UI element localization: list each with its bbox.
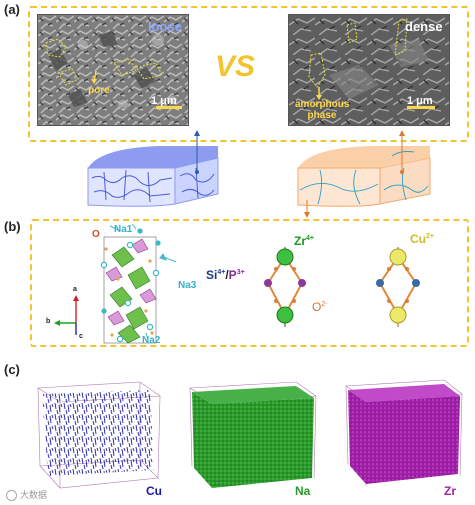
dense-block-schematic <box>297 130 431 218</box>
cu-label: Cu2+ <box>410 232 434 246</box>
watermark: 大数据 <box>6 488 48 502</box>
crystal-structure-figure <box>54 223 420 344</box>
zr-charge: 4+ <box>306 235 314 242</box>
panel-b-frame <box>30 219 469 347</box>
sem-title-dense: dense <box>405 19 443 34</box>
map-label-zr: Zr <box>444 484 456 498</box>
cu-charge: 2+ <box>426 233 434 240</box>
sem-image-loose: loose pore 1 μm <box>37 14 189 126</box>
loose-block-schematic <box>87 130 219 207</box>
map-label-na: Na <box>295 484 311 498</box>
p-symbol: P <box>228 268 237 282</box>
sem-image-dense: dense amorphous phase 1 μm <box>288 14 450 126</box>
panel-label-c: (c) <box>4 362 20 377</box>
cu-ring-right <box>376 247 420 327</box>
cu-symbol: Cu <box>410 232 426 246</box>
zr-ring-left <box>264 247 306 327</box>
amorphous-annotation: amorphous phase <box>295 99 349 121</box>
axis-c-label: c <box>79 333 83 340</box>
o-charge: 2- <box>321 301 328 308</box>
map-label-cu: Cu <box>146 484 162 498</box>
panel-label-a: (a) <box>4 2 20 17</box>
microstructure-schematics <box>87 130 431 218</box>
na3-label: Na3 <box>178 280 197 291</box>
scale-bar-label-left: 1 μm <box>151 95 177 107</box>
o-symbol: O <box>312 300 322 314</box>
si-symbol: Si <box>206 268 218 282</box>
slash-symbol: / <box>225 268 229 282</box>
watermark-text: 大数据 <box>20 490 48 500</box>
si-p-label: Si4+/P3+ <box>206 268 245 282</box>
amorphous-annotation-line1: amorphous <box>295 99 350 110</box>
zr-symbol: Zr <box>294 234 306 248</box>
na2-label: Na2 <box>142 335 161 346</box>
scale-bar-label-right: 1 μm <box>407 95 433 107</box>
amorphous-annotation-line2: phase <box>307 110 337 121</box>
elemental-maps <box>37 379 463 489</box>
na-map <box>189 381 317 488</box>
zr-map <box>345 379 463 486</box>
panel-a-frame <box>28 6 469 142</box>
o2-label: O2- <box>312 300 328 314</box>
axis-b-label: b <box>46 318 51 325</box>
pore-annotation: pore <box>88 85 110 96</box>
cu-map <box>37 381 161 489</box>
watermark-logo-icon <box>6 490 17 502</box>
o-label-structure: O <box>92 229 100 240</box>
sem-title-loose: loose <box>148 19 182 34</box>
zr-label: Zr4+ <box>294 234 314 248</box>
unit-cell-drawing <box>100 228 161 344</box>
axis-a-label: a <box>73 286 77 293</box>
si-charge: 4+ <box>217 269 226 276</box>
na1-label: Na1 <box>114 224 133 235</box>
vs-label: VS <box>215 50 256 83</box>
axes-indicator <box>54 295 79 335</box>
p-charge: 3+ <box>236 269 245 276</box>
panel-label-b: (b) <box>4 219 21 234</box>
